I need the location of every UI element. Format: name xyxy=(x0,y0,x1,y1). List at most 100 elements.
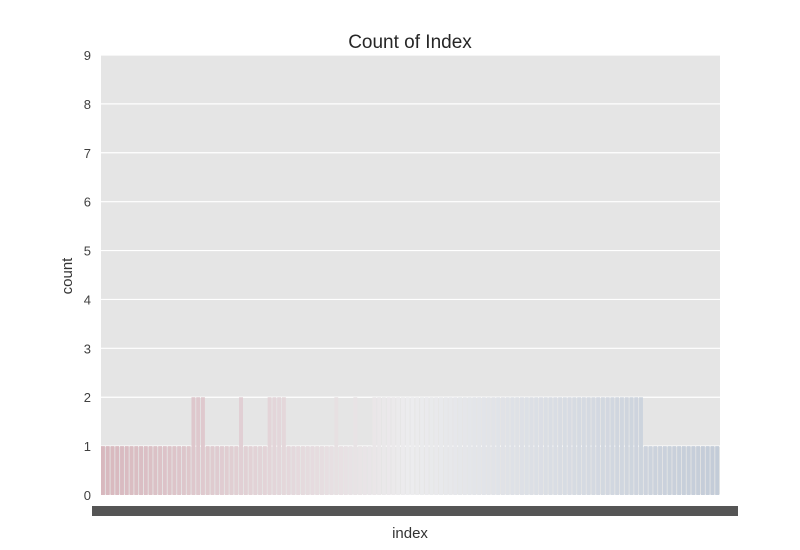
bar xyxy=(415,397,420,495)
bar xyxy=(120,446,124,495)
bar xyxy=(424,397,429,495)
bar xyxy=(367,446,372,495)
bar xyxy=(439,397,443,495)
bar xyxy=(234,446,239,495)
bar xyxy=(339,446,343,495)
bar xyxy=(662,446,667,495)
bar xyxy=(210,446,215,495)
bar xyxy=(648,446,653,495)
bar xyxy=(558,397,563,495)
bar xyxy=(700,446,705,495)
bar xyxy=(543,397,548,495)
bar xyxy=(496,397,501,495)
bar xyxy=(205,446,210,495)
bar xyxy=(377,397,382,495)
bar xyxy=(262,446,267,495)
bar xyxy=(305,446,310,495)
y-tick-label: 3 xyxy=(84,341,91,356)
bar xyxy=(272,397,277,495)
bar xyxy=(267,397,272,495)
bar xyxy=(124,446,129,495)
bar xyxy=(410,397,415,495)
bar xyxy=(681,446,686,495)
bar xyxy=(453,397,458,495)
bar xyxy=(677,446,682,495)
bar xyxy=(529,397,534,495)
bar xyxy=(400,397,405,495)
bar xyxy=(572,397,577,495)
bar xyxy=(248,446,253,495)
bar xyxy=(710,446,715,495)
bar xyxy=(329,446,334,495)
chart-title: Count of Index xyxy=(348,32,472,53)
bar xyxy=(658,446,662,495)
bar xyxy=(405,397,410,495)
bar xyxy=(167,446,172,495)
bar xyxy=(605,397,610,495)
bar xyxy=(243,446,248,495)
bar xyxy=(420,397,424,495)
bar xyxy=(715,446,720,495)
bar xyxy=(334,397,339,495)
x-axis-label: index xyxy=(392,525,428,542)
bar xyxy=(324,446,329,495)
bar xyxy=(391,397,396,495)
bar xyxy=(586,397,591,495)
bar xyxy=(110,446,115,495)
bar xyxy=(172,446,177,495)
y-tick-label: 1 xyxy=(84,439,91,454)
bar xyxy=(434,397,439,495)
bar xyxy=(129,446,134,495)
bar xyxy=(386,397,391,495)
bar xyxy=(224,446,229,495)
bars xyxy=(101,397,720,495)
bar xyxy=(277,397,282,495)
y-tick-label: 5 xyxy=(84,244,91,259)
bar xyxy=(553,397,558,495)
y-tick-label: 9 xyxy=(84,48,91,63)
bar xyxy=(148,446,153,495)
bar xyxy=(600,397,605,495)
bar xyxy=(196,397,201,495)
bar xyxy=(567,397,572,495)
bar xyxy=(181,446,186,495)
bar xyxy=(634,397,639,495)
bar xyxy=(448,397,453,495)
bar xyxy=(624,397,629,495)
bar xyxy=(500,397,505,495)
bar xyxy=(515,397,520,495)
bar xyxy=(691,446,696,495)
bar xyxy=(296,446,301,495)
bar xyxy=(505,397,510,495)
bar xyxy=(581,397,586,495)
bar xyxy=(629,397,634,495)
bar xyxy=(162,446,167,495)
bar xyxy=(353,397,358,495)
bar xyxy=(348,446,353,495)
bar xyxy=(462,397,467,495)
x-tick-label-band xyxy=(92,506,738,516)
bar xyxy=(429,397,434,495)
bar xyxy=(315,446,320,495)
y-tick-label: 6 xyxy=(84,195,91,210)
y-tick-label: 0 xyxy=(84,488,91,503)
bar xyxy=(539,397,543,495)
bar xyxy=(534,397,539,495)
bar xyxy=(481,397,486,495)
y-tick-label: 2 xyxy=(84,390,91,405)
bar xyxy=(396,397,401,495)
bar xyxy=(672,446,677,495)
bar xyxy=(562,397,567,495)
bar xyxy=(491,397,496,495)
bar xyxy=(253,446,258,495)
bar xyxy=(696,446,701,495)
bar xyxy=(510,397,515,495)
bar xyxy=(343,446,348,495)
bar xyxy=(215,446,220,495)
bar xyxy=(639,397,643,495)
y-tick-label: 4 xyxy=(84,292,91,307)
bar xyxy=(191,397,196,495)
bar xyxy=(524,397,529,495)
